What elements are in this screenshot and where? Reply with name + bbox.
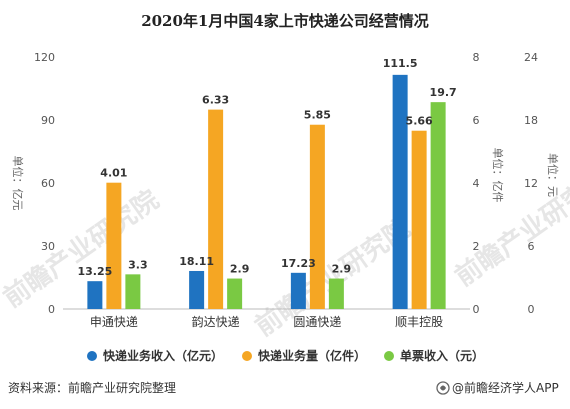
legend-label: 快递业务收入（亿元） — [103, 348, 223, 363]
x-axis-category-label: 韵达快递 — [192, 314, 240, 329]
legend-label: 单票收入（元） — [400, 348, 484, 363]
bar — [227, 278, 243, 309]
watermark-layer: 前瞻产业研究院 前瞻产业研究院 前瞻产业研究院 — [0, 163, 570, 343]
right-axis-2-tick-label: 12 — [524, 177, 538, 190]
data-label: 2.9 — [332, 263, 352, 276]
data-label: 6.33 — [202, 94, 229, 107]
bar — [189, 270, 205, 309]
brand-logo-icon — [436, 381, 450, 395]
right-axis-1-tick-label: 2 — [473, 240, 480, 253]
right-axis-2-tick-label: 18 — [524, 114, 538, 127]
x-axis-category-label: 顺丰控股 — [395, 315, 443, 329]
left-axis-tick-label: 30 — [41, 240, 55, 253]
bar — [125, 274, 141, 309]
bar — [309, 124, 325, 309]
data-label: 18.11 — [179, 255, 214, 268]
left-axis-label: 单位：亿元 — [11, 156, 25, 211]
right-axis-1-tick-label: 6 — [473, 114, 480, 127]
bars-layer — [87, 74, 446, 310]
brand-logo-icon-inner — [440, 385, 446, 391]
right-axis-2-tick-label: 0 — [528, 303, 535, 316]
x-axis-category-label: 申通快递 — [90, 315, 138, 329]
legend-swatch — [384, 351, 394, 361]
right-axis-2-tick-label: 24 — [524, 51, 538, 64]
bar — [208, 109, 224, 309]
brand-mark: @前瞻经济学人APP — [436, 380, 559, 395]
right-axis-2-label: 单位：元 — [546, 153, 560, 197]
bar — [106, 182, 122, 309]
data-labels-layer: 13.25 4.01 3.3 18.11 6.33 2.9 17.23 5.85 2.9 111.… — [77, 57, 456, 278]
right-axis-2-tick-label: 6 — [528, 240, 535, 253]
data-label: 4.01 — [100, 167, 127, 180]
bar — [328, 278, 344, 309]
data-label: 13.25 — [77, 265, 112, 278]
left-axis-tick-label: 60 — [41, 177, 55, 190]
data-label: 5.66 — [406, 115, 433, 128]
bar — [87, 281, 103, 309]
left-axis-tick-label: 120 — [34, 51, 55, 64]
data-label: 17.23 — [281, 257, 316, 270]
chart-title: 2020年1月中国4家上市快递公司经营情况 — [141, 12, 429, 30]
source-note: 资料来源：前瞻产业研究院整理 — [8, 380, 176, 395]
data-label: 111.5 — [383, 57, 418, 70]
right-axis-1-label: 单位：亿件 — [491, 148, 505, 203]
legend-swatch — [242, 351, 252, 361]
bar — [430, 102, 446, 310]
data-label: 5.85 — [304, 109, 331, 122]
data-label: 19.7 — [430, 86, 457, 99]
left-axis-tick-label: 90 — [41, 114, 55, 127]
right-axis-1-tick-label: 4 — [473, 177, 480, 190]
x-axis-category-label: 圆通快递 — [293, 315, 341, 329]
brand-text: @前瞻经济学人APP — [452, 380, 559, 395]
right-axis-1-tick-label: 0 — [473, 303, 480, 316]
right-axis-1-tick-label: 8 — [473, 51, 480, 64]
bar — [411, 130, 427, 309]
legend-swatch — [87, 351, 97, 361]
legend: 快递业务收入（亿元） 快递业务量（亿件） 单票收入（元） — [87, 348, 484, 363]
data-label: 2.9 — [230, 263, 250, 276]
data-label: 3.3 — [128, 258, 148, 271]
legend-label: 快递业务量（亿件） — [258, 348, 366, 363]
bar — [290, 272, 306, 309]
left-axis-tick-label: 0 — [48, 303, 55, 316]
bar — [392, 74, 408, 309]
